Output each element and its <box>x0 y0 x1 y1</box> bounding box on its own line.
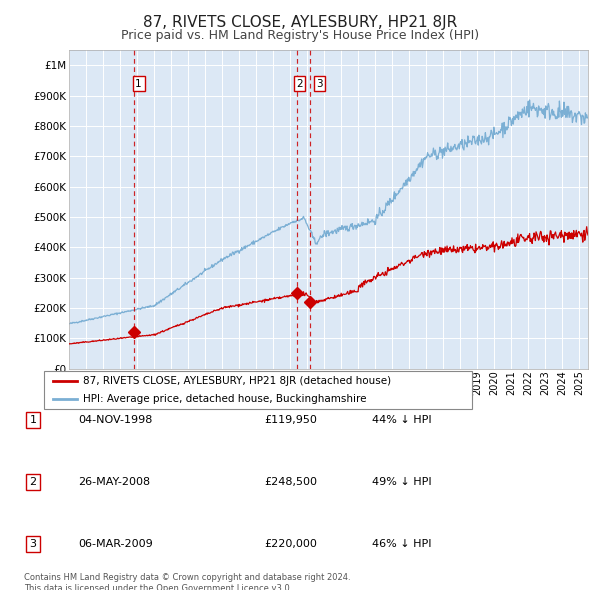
Text: £119,950: £119,950 <box>264 415 317 425</box>
Text: 87, RIVETS CLOSE, AYLESBURY, HP21 8JR: 87, RIVETS CLOSE, AYLESBURY, HP21 8JR <box>143 15 457 30</box>
Text: 44% ↓ HPI: 44% ↓ HPI <box>372 415 431 425</box>
Text: Price paid vs. HM Land Registry's House Price Index (HPI): Price paid vs. HM Land Registry's House … <box>121 30 479 42</box>
Text: 49% ↓ HPI: 49% ↓ HPI <box>372 477 431 487</box>
Text: 2: 2 <box>296 78 303 88</box>
Text: This data is licensed under the Open Government Licence v3.0.: This data is licensed under the Open Gov… <box>24 584 292 590</box>
Text: 46% ↓ HPI: 46% ↓ HPI <box>372 539 431 549</box>
Text: 3: 3 <box>316 78 323 88</box>
Text: Contains HM Land Registry data © Crown copyright and database right 2024.: Contains HM Land Registry data © Crown c… <box>24 573 350 582</box>
Text: 04-NOV-1998: 04-NOV-1998 <box>78 415 152 425</box>
Text: 3: 3 <box>29 539 37 549</box>
Text: 1: 1 <box>135 78 142 88</box>
Text: 06-MAR-2009: 06-MAR-2009 <box>78 539 153 549</box>
Text: £248,500: £248,500 <box>264 477 317 487</box>
Text: 87, RIVETS CLOSE, AYLESBURY, HP21 8JR (detached house): 87, RIVETS CLOSE, AYLESBURY, HP21 8JR (d… <box>83 376 391 386</box>
Text: 26-MAY-2008: 26-MAY-2008 <box>78 477 150 487</box>
Text: 2: 2 <box>29 477 37 487</box>
FancyBboxPatch shape <box>44 371 472 409</box>
Text: 1: 1 <box>29 415 37 425</box>
Text: HPI: Average price, detached house, Buckinghamshire: HPI: Average price, detached house, Buck… <box>83 394 367 404</box>
Text: £220,000: £220,000 <box>264 539 317 549</box>
